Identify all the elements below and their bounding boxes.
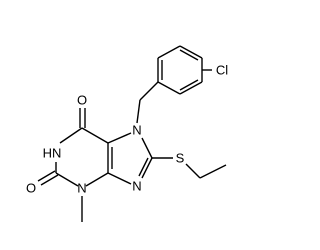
bonds xyxy=(37,45,227,222)
atom-label: O xyxy=(26,181,36,196)
atom-label: HN xyxy=(43,146,62,161)
atom-label: O xyxy=(77,93,87,108)
atom-label: N xyxy=(132,123,141,138)
atom-label: N xyxy=(77,181,86,196)
atom-label: Cl xyxy=(216,63,228,78)
atom-labels: Cl N O HN N S O N xyxy=(26,63,228,196)
structure: Cl N O HN N S O N xyxy=(26,45,228,222)
atom-label: N xyxy=(132,179,141,194)
atom-label: S xyxy=(176,151,185,166)
